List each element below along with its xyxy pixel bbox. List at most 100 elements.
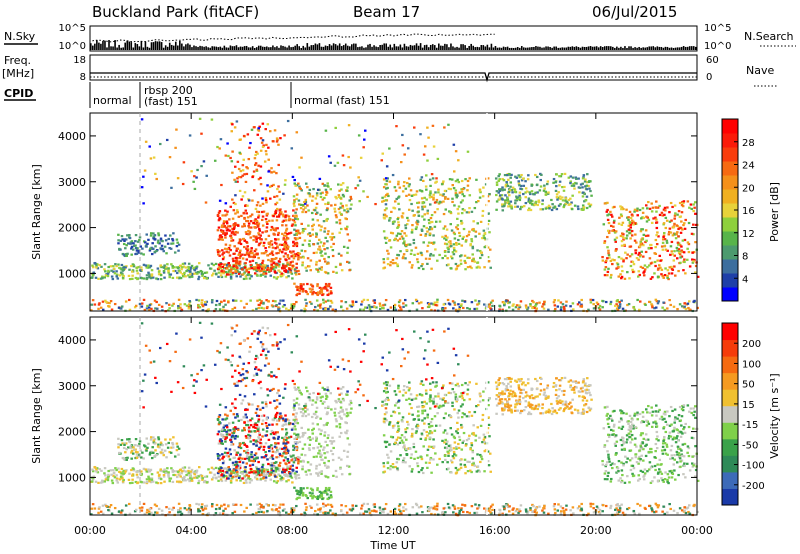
power-cell <box>261 259 265 262</box>
velocity-cell <box>286 465 289 468</box>
power-cell <box>498 305 502 308</box>
power-cell <box>693 201 697 204</box>
power-cell <box>517 182 521 185</box>
power-cell <box>625 234 629 237</box>
power-cell <box>228 225 232 228</box>
power-cell <box>607 267 610 270</box>
power-cell <box>655 218 658 221</box>
power-cell <box>118 247 121 251</box>
power-cell <box>689 203 693 206</box>
power-cell <box>663 244 667 247</box>
power-cell <box>363 138 366 141</box>
power-cell <box>121 238 124 241</box>
power-cell <box>398 237 402 240</box>
velocity-cell <box>246 453 249 456</box>
power-cell <box>459 201 463 204</box>
power-cell <box>219 229 223 232</box>
velocity-cell <box>277 473 280 476</box>
velocity-cell <box>225 471 229 474</box>
power-cell <box>383 209 387 212</box>
velocity-cell <box>156 471 160 474</box>
velocity-cell <box>238 468 241 471</box>
noise-bar <box>545 46 547 50</box>
power-cell <box>417 266 421 270</box>
power-cell <box>347 155 350 159</box>
power-cell <box>264 247 267 250</box>
velocity-cell <box>233 330 237 333</box>
velocity-cell <box>145 470 148 473</box>
power-cell <box>395 234 399 237</box>
power-cell <box>93 303 97 306</box>
velocity-cell <box>269 447 272 450</box>
power-cell <box>140 268 144 272</box>
power-cell <box>654 306 658 309</box>
velocity-cell <box>332 446 335 450</box>
power-cell <box>441 235 444 238</box>
velocity-cell <box>272 374 276 377</box>
power-cell <box>329 290 333 293</box>
power-cell <box>385 215 388 218</box>
power-cell <box>667 272 671 275</box>
velocity-cell <box>296 433 300 436</box>
power-cell <box>266 305 269 309</box>
power-cell <box>425 174 428 177</box>
power-cell <box>230 236 233 240</box>
velocity-cell <box>157 474 161 477</box>
noise-bar <box>486 44 489 50</box>
power-cell <box>144 140 148 143</box>
velocity-cell <box>258 433 262 436</box>
noise-bar <box>102 41 104 50</box>
power-cell <box>397 195 401 198</box>
power-cell <box>345 217 348 221</box>
velocity-cell <box>335 475 338 478</box>
velocity-cell <box>285 433 288 436</box>
power-cell <box>363 129 367 132</box>
power-cell <box>317 304 320 307</box>
power-cell <box>190 275 194 278</box>
power-cell <box>650 247 653 250</box>
power-cell <box>468 256 471 260</box>
velocity-cell <box>275 341 279 344</box>
power-cell <box>109 265 113 268</box>
velocity-cell <box>238 475 241 478</box>
power-cell <box>262 307 266 310</box>
velocity-cell <box>281 467 285 470</box>
power-cell <box>91 272 95 276</box>
power-cell <box>661 306 664 309</box>
power-cell <box>676 249 679 252</box>
power-cell <box>227 270 231 273</box>
power-cell <box>256 299 259 302</box>
power-cell <box>292 241 295 244</box>
noise-bar <box>632 47 634 50</box>
power-cell <box>421 215 424 218</box>
power-cell <box>317 238 321 241</box>
velocity-cell <box>223 470 227 474</box>
power-cell <box>534 191 537 194</box>
power-cell <box>134 240 137 243</box>
velocity-cell <box>189 470 193 473</box>
power-cell <box>384 177 388 180</box>
power-cell <box>401 212 405 215</box>
power-cell <box>175 266 178 269</box>
power-cell <box>323 248 326 251</box>
power-cell <box>215 299 219 303</box>
power-cell <box>557 196 560 199</box>
power-cell <box>629 223 633 226</box>
power-cell <box>275 215 279 218</box>
power-cell <box>312 223 315 226</box>
velocity-cell <box>272 462 275 465</box>
power-cell <box>455 193 459 196</box>
velocity-cell <box>243 421 246 424</box>
power-cell <box>532 193 535 196</box>
velocity-cell <box>312 447 316 450</box>
velocity-cell <box>120 472 123 475</box>
velocity-cell <box>339 406 343 409</box>
velocity-cell <box>275 423 279 426</box>
velocity-cell <box>217 479 220 482</box>
noise-bar <box>314 43 317 50</box>
power-cell <box>621 307 625 310</box>
noise-bar <box>94 43 96 50</box>
noise-bar <box>235 45 238 50</box>
velocity-cell <box>224 479 228 482</box>
velocity-cell <box>297 386 300 389</box>
